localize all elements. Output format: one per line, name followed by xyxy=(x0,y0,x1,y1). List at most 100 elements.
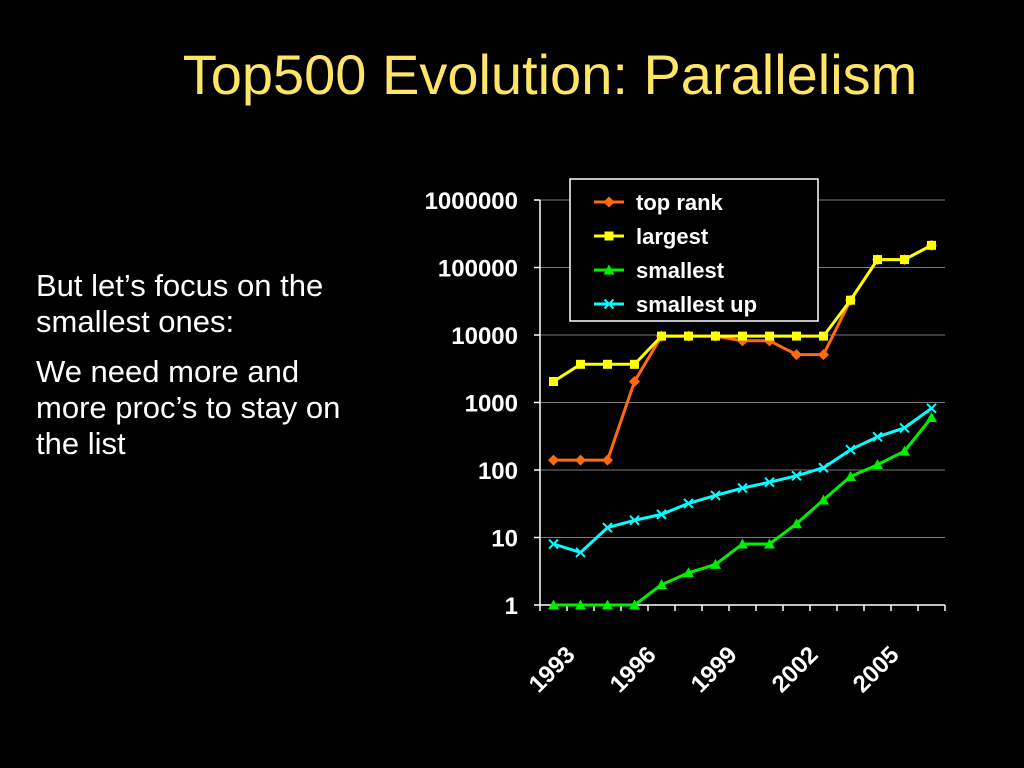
marker-stroke xyxy=(791,470,802,482)
legend-item: smallest xyxy=(594,258,725,283)
data-point xyxy=(791,518,802,529)
data-point xyxy=(630,359,639,369)
marker-stroke xyxy=(656,509,667,520)
data-point xyxy=(845,444,856,455)
data-point xyxy=(899,422,910,434)
data-point xyxy=(900,255,909,265)
data-point xyxy=(602,599,613,610)
y-tick-label: 1 xyxy=(505,593,518,620)
data-point xyxy=(602,522,613,533)
data-point xyxy=(683,498,694,509)
series-largest xyxy=(549,240,936,386)
marker-stroke xyxy=(737,482,748,494)
legend: top rank largest smallest smallest up xyxy=(569,178,819,322)
data-point xyxy=(738,331,747,341)
data-point xyxy=(629,599,640,610)
marker-stroke xyxy=(818,462,829,473)
data-point xyxy=(818,349,829,361)
data-point xyxy=(575,454,586,466)
marker-stroke xyxy=(845,444,856,455)
data-point xyxy=(575,547,586,558)
marker-stroke xyxy=(899,422,910,434)
series-lines xyxy=(548,239,937,610)
data-point xyxy=(872,431,883,443)
marker-stroke xyxy=(603,298,615,310)
y-tick-label: 100000 xyxy=(438,256,518,283)
marker-stroke xyxy=(872,431,883,443)
series-smallest-up xyxy=(548,403,937,558)
y-tick-label: 1000 xyxy=(465,391,518,418)
marker-stroke xyxy=(629,515,640,526)
side-text: But let’s focus on the smallest ones: We… xyxy=(36,268,376,476)
data-point xyxy=(737,482,748,494)
x-tick-label: 1993 xyxy=(524,641,581,698)
data-point xyxy=(548,538,559,550)
data-point xyxy=(818,462,829,473)
legend-label: largest xyxy=(636,224,709,249)
data-point xyxy=(846,295,855,305)
data-point xyxy=(549,376,558,386)
data-point xyxy=(927,240,936,250)
data-point xyxy=(873,255,882,265)
data-point xyxy=(684,331,693,341)
data-point xyxy=(792,331,801,341)
data-point xyxy=(818,494,829,505)
legend-marker xyxy=(603,196,615,208)
marker-stroke xyxy=(548,538,559,550)
legend-label: smallest xyxy=(636,258,725,283)
legend-marker xyxy=(603,264,615,275)
data-point xyxy=(819,331,828,341)
data-point xyxy=(711,331,720,341)
data-point xyxy=(603,359,612,369)
data-point xyxy=(791,349,802,361)
x-tick-label: 1996 xyxy=(605,641,662,698)
data-point xyxy=(764,476,775,488)
series-smallest xyxy=(548,411,937,610)
data-point xyxy=(656,579,667,590)
marker-stroke xyxy=(926,403,937,414)
legend-item: largest xyxy=(594,224,709,249)
slide-title: Top500 Evolution: Parallelism xyxy=(182,43,918,106)
marker-stroke xyxy=(602,522,613,533)
marker-stroke xyxy=(764,476,775,488)
data-point xyxy=(710,490,721,501)
data-point xyxy=(602,454,613,466)
data-point xyxy=(656,509,667,520)
x-tick-label: 2005 xyxy=(848,641,905,698)
data-point xyxy=(710,558,721,569)
data-point xyxy=(926,403,937,414)
y-tick-label: 10000 xyxy=(451,323,518,350)
legend-marker xyxy=(603,298,615,310)
legend-marker xyxy=(604,231,614,241)
data-point xyxy=(872,459,883,470)
legend-item: smallest up xyxy=(594,292,757,317)
data-point xyxy=(575,599,586,610)
data-point xyxy=(629,375,640,387)
data-point xyxy=(765,331,774,341)
data-point xyxy=(737,538,748,549)
marker-stroke xyxy=(575,547,586,558)
data-point xyxy=(657,331,666,341)
data-point xyxy=(845,471,856,482)
legend-label: smallest up xyxy=(636,292,757,317)
data-point xyxy=(548,454,559,466)
data-point xyxy=(576,359,585,369)
series-line xyxy=(553,416,933,607)
marker-stroke xyxy=(683,498,694,509)
side-paragraph-1: But let’s focus on the smallest ones: xyxy=(36,268,324,339)
data-point xyxy=(683,567,694,578)
data-point xyxy=(899,445,910,456)
x-tick-label: 2002 xyxy=(767,641,824,698)
data-point xyxy=(764,538,775,549)
side-paragraph-2: We need more and more proc’s to stay on … xyxy=(36,354,341,461)
y-tick-label: 10 xyxy=(491,526,518,553)
x-tick-label: 1999 xyxy=(686,641,743,698)
legend-label: top rank xyxy=(636,190,724,215)
y-tick-label: 100 xyxy=(478,458,518,485)
marker-stroke xyxy=(710,490,721,501)
data-point xyxy=(629,515,640,526)
data-point xyxy=(791,470,802,482)
data-point xyxy=(548,599,559,610)
data-point xyxy=(926,411,937,422)
